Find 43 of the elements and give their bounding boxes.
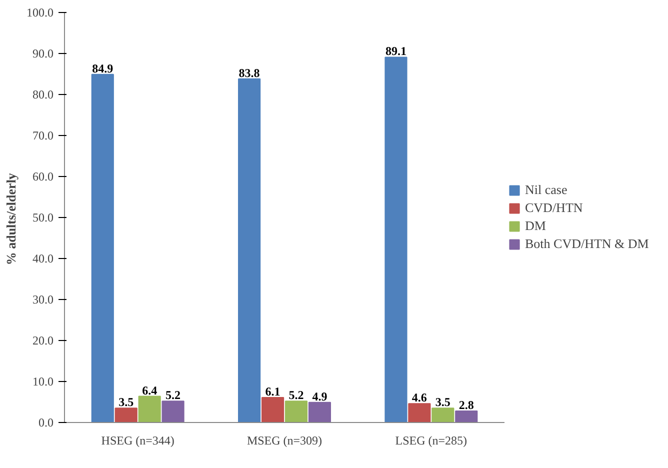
data-label: 5.2: [288, 388, 304, 402]
data-label: 6.1: [265, 384, 280, 398]
y-tick-label: 20.0: [32, 334, 54, 348]
legend-label: Nil case: [525, 182, 568, 198]
bar: [91, 74, 114, 422]
bar: [138, 396, 161, 422]
data-label: 3.5: [435, 395, 450, 410]
bar: [261, 396, 284, 422]
bar: [238, 78, 261, 422]
y-tick-label: 10.0: [32, 374, 54, 388]
bar: [284, 400, 308, 422]
bar: [455, 410, 478, 422]
data-label: 6.4: [142, 383, 158, 398]
data-label: 3.5: [118, 395, 134, 410]
data-label: 89.1: [385, 44, 406, 58]
bar: [432, 408, 454, 422]
y-axis-title: % adults/elderly: [4, 172, 18, 266]
data-label: 4.9: [312, 389, 328, 404]
legend-label: DM: [525, 218, 546, 234]
x-tick-label: HSEG (n=344): [101, 434, 174, 448]
x-tick-label: LSEG (n=285): [395, 434, 468, 448]
data-label: 4.6: [412, 390, 427, 405]
y-tick-label: 70.0: [32, 128, 54, 142]
y-tick-label: 40.0: [32, 252, 54, 266]
bar: [114, 408, 138, 422]
bar: [384, 56, 408, 422]
bar: [308, 402, 331, 422]
y-tick-label: 30.0: [32, 292, 54, 306]
y-tick-label: 90.0: [32, 46, 54, 60]
y-tick-label: 50.0: [32, 210, 54, 224]
data-label: 83.8: [238, 66, 260, 80]
legend-label: CVD/HTN: [525, 200, 583, 216]
y-tick-label: 0.0: [38, 416, 54, 430]
bar: [408, 403, 431, 422]
data-label: 84.9: [92, 61, 114, 76]
y-tick-label: 100.0: [26, 6, 54, 20]
y-tick-label: 80.0: [32, 88, 54, 102]
x-tick-label: MSEG (n=309): [246, 434, 322, 448]
data-label: 5.2: [166, 388, 181, 402]
data-label: 2.8: [458, 398, 474, 412]
y-tick-label: 60.0: [32, 170, 54, 184]
legend-label: Both CVD/HTN & DM: [525, 236, 649, 252]
bar: [162, 400, 184, 422]
